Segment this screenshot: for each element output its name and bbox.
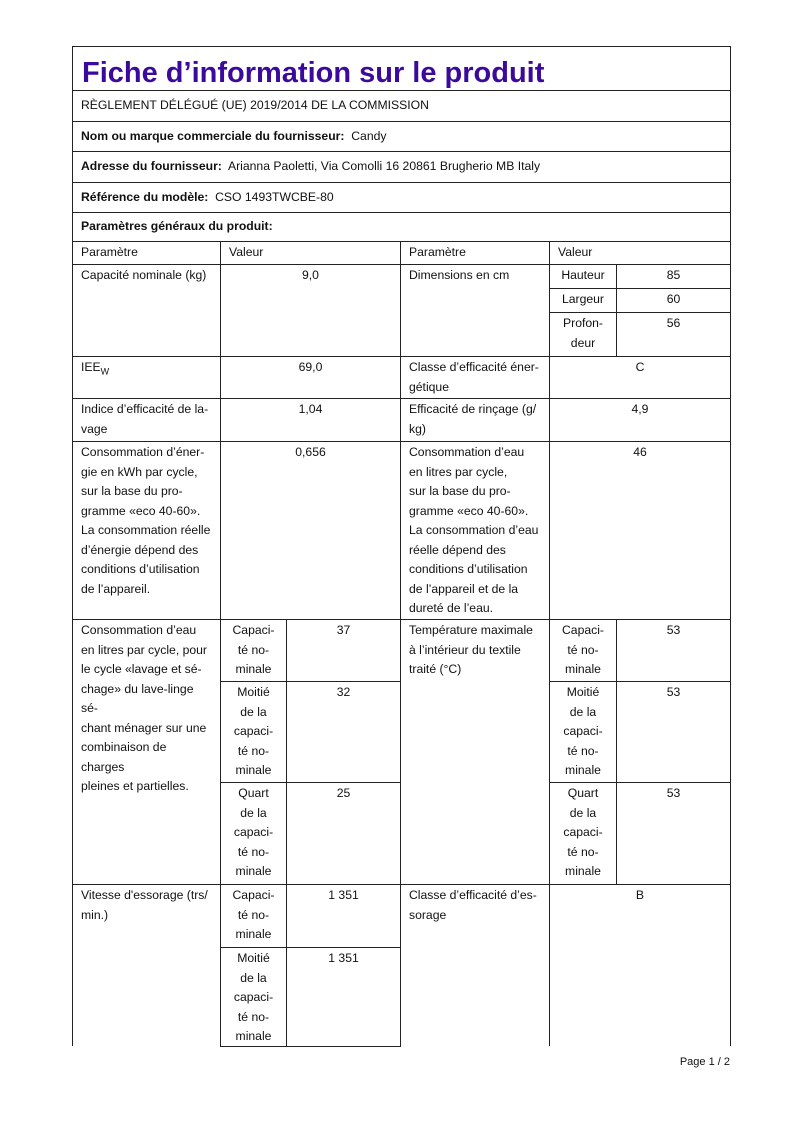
- water-wd-value: 25: [286, 782, 401, 885]
- supplier-name-row: Nom ou marque commerciale du fournisseur…: [72, 121, 731, 152]
- height-label: Hauteur: [549, 264, 617, 289]
- regulation: RÈGLEMENT DÉLÉGUÉ (UE) 2019/2014 DE LA C…: [72, 90, 731, 122]
- header-param-2: Paramètre: [400, 241, 550, 265]
- water-value: 46: [549, 441, 731, 620]
- energy-class-label: Classe d’efficacité éner- gétique: [400, 356, 550, 399]
- supplier-address: Arianna Paoletti, Via Comolli 16 20861 B…: [227, 159, 541, 173]
- temp-value: 53: [616, 681, 731, 783]
- supplier-address-row: Adresse du fournisseur: Arianna Paoletti…: [72, 151, 731, 183]
- depth-label: Profon- deur: [549, 312, 617, 357]
- width-value: 60: [616, 288, 731, 313]
- iee-value: 69,0: [220, 356, 401, 399]
- dimensions-label: Dimensions en cm: [400, 264, 550, 357]
- load-label: Capaci- té no- minale: [220, 619, 287, 682]
- general-params-heading: Paramètres généraux du produit:: [72, 212, 731, 242]
- load-label: Moitié de la capaci- té no- minale: [220, 947, 287, 1047]
- header-value-2: Valeur: [549, 241, 731, 265]
- wash-index-value: 1,04: [220, 398, 401, 442]
- rinse-label: Efficacité de rinçage (g/ kg): [400, 398, 550, 442]
- model-ref: CSO 1493TWCBE-80: [215, 190, 334, 204]
- model-ref-label: Référence du modèle:: [81, 190, 209, 204]
- iee-label: IEEW: [72, 356, 221, 399]
- load-label: Moitié de la capaci- té no- minale: [220, 681, 287, 783]
- iee-text: IEE: [81, 360, 101, 374]
- spin-value: 1 351: [286, 947, 401, 1047]
- spin-label: Vitesse d'essorage (trs/ min.): [72, 884, 221, 1046]
- supplier-name-label: Nom ou marque commerciale du fournisseur…: [81, 129, 345, 143]
- energy-value: 0,656: [220, 441, 401, 620]
- energy-class-value: C: [549, 356, 731, 399]
- supplier-name: Candy: [351, 129, 387, 143]
- iee-subscript: W: [100, 366, 110, 377]
- rinse-value: 4,9: [549, 398, 731, 442]
- capacity-value: 9,0: [220, 264, 401, 357]
- capacity-label: Capacité nominale (kg): [72, 264, 221, 357]
- wash-index-label: Indice d’efficacité de la- vage: [72, 398, 221, 442]
- spin-class-value: B: [549, 884, 731, 1046]
- page-title: Fiche d’information sur le produit: [72, 46, 731, 91]
- load-label: Moitié de la capaci- té no- minale: [549, 681, 617, 783]
- load-label: Quart de la capaci- té no- minale: [549, 782, 617, 885]
- temp-label: Température maximale à l’intérieur du te…: [400, 619, 550, 885]
- water-wd-value: 37: [286, 619, 401, 682]
- height-value: 85: [616, 264, 731, 289]
- page-number: Page 1 / 2: [679, 1056, 730, 1068]
- temp-value: 53: [616, 619, 731, 682]
- width-label: Largeur: [549, 288, 617, 313]
- load-label: Quart de la capaci- té no- minale: [220, 782, 287, 885]
- water-wd-value: 32: [286, 681, 401, 783]
- model-ref-row: Référence du modèle: CSO 1493TWCBE-80: [72, 182, 731, 213]
- spin-class-label: Classe d’efficacité d’es- sorage: [400, 884, 550, 1046]
- water-label: Consommation d’eau en litres par cycle, …: [400, 441, 550, 620]
- depth-value: 56: [616, 312, 731, 357]
- load-label: Capaci- té no- minale: [549, 619, 617, 682]
- header-value-1: Valeur: [220, 241, 401, 265]
- load-label: Capaci- té no- minale: [220, 884, 287, 948]
- temp-value: 53: [616, 782, 731, 885]
- spin-value: 1 351: [286, 884, 401, 948]
- energy-label: Consommation d’éner- gie en kWh par cycl…: [72, 441, 221, 620]
- water-wd-label: Consommation d’eau en litres par cycle, …: [72, 619, 221, 885]
- header-param-1: Paramètre: [72, 241, 221, 265]
- supplier-address-label: Adresse du fournisseur:: [81, 159, 222, 173]
